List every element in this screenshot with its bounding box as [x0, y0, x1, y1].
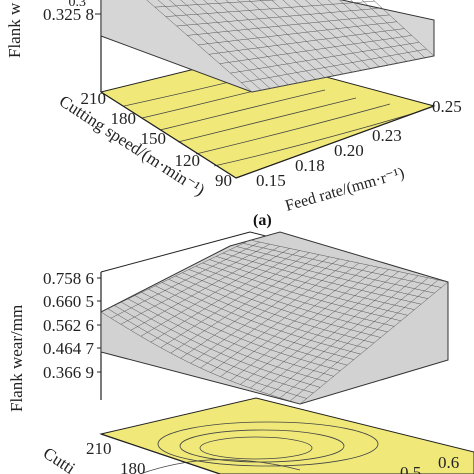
- mesh-line: [219, 35, 412, 64]
- panel-b-z-tick-label: 0.464 7: [43, 339, 95, 358]
- mesh-line: [299, 281, 449, 405]
- mesh-line: [230, 42, 420, 74]
- panel-b-z-ticks: 0.366 9 0.464 7 0.562 6 0.660 5 0.758 6: [43, 269, 95, 382]
- mesh-line: [120, 243, 270, 325]
- mesh-line: [251, 55, 435, 93]
- panel-b-back-edge: [100, 231, 251, 273]
- panel-a-surface-mesh: [146, 0, 435, 93]
- mesh-line: [279, 277, 429, 399]
- mesh-line: [260, 273, 409, 392]
- panel-b: 0.366 9 0.464 7 0.562 6 0.660 5 0.758 6 Flan…: [7, 231, 474, 474]
- panel-a-z-tick-partial: 0.3: [69, 0, 87, 10]
- panel-a-z-tick-label: 0.325 8: [43, 5, 94, 24]
- mesh-line: [176, 7, 383, 27]
- mesh-line: [210, 262, 360, 373]
- mesh-line: [250, 271, 399, 389]
- panel-b-x-tick-label: 210: [86, 439, 112, 458]
- mesh-line: [154, 0, 277, 8]
- mesh-line: [241, 48, 427, 83]
- mesh-line: [110, 241, 261, 319]
- mesh-line: [165, 0, 375, 17]
- mesh-line: [130, 246, 280, 331]
- panel-b-surface-mesh: [100, 239, 449, 405]
- panel-b-y-tick-label: 0.6: [438, 453, 459, 472]
- panel-b-z-axis-label: Flank wear/mm: [7, 305, 26, 412]
- panel-a-label: (a): [253, 212, 272, 229]
- panel-b-z-tick-marks: [97, 277, 101, 373]
- panel-b-contour-lines: [139, 421, 379, 474]
- mesh-line: [220, 265, 369, 377]
- mesh-line: [198, 21, 397, 46]
- panel-a-z-axis-label: Flank w: [5, 2, 24, 58]
- mesh-line: [208, 28, 405, 55]
- mesh-line: [289, 279, 439, 402]
- panel-b-z-tick-label: 0.758 6: [43, 269, 94, 288]
- panel-b-x-tick-label: 180: [120, 459, 146, 474]
- mesh-line: [187, 14, 390, 36]
- mesh-line: [269, 275, 419, 395]
- panel-a-y-tick-label: 0.25: [432, 97, 462, 116]
- panel-a-surface: [100, 0, 435, 93]
- panel-a-x-tick-label: 90: [215, 171, 232, 190]
- panel-b-y-tick-label: 0.5: [400, 463, 421, 474]
- mesh-line: [100, 239, 251, 313]
- panel-a-y-ticks: 0.15 0.18 0.20 0.23 0.25: [256, 97, 462, 190]
- panel-a-y-axis: [235, 105, 435, 179]
- mesh-line: [230, 267, 379, 381]
- panel-a-x-tick-label: 120: [175, 151, 201, 170]
- mesh-line: [160, 252, 310, 348]
- panel-b-z-tick-label: 0.562 6: [43, 316, 94, 335]
- panel-a-y-tick-label: 0.15: [256, 171, 286, 190]
- panel-a-y-tick-label: 0.23: [372, 126, 402, 145]
- panel-a-y-tick-label: 0.20: [334, 141, 364, 160]
- mesh-line: [200, 260, 350, 369]
- mesh-line: [240, 269, 389, 385]
- mesh-line: [170, 254, 320, 354]
- panel-a-y-tick-label: 0.18: [295, 156, 325, 175]
- panel-a-x-axis: [100, 91, 237, 179]
- panel-a-x-tick-label: 150: [141, 129, 167, 148]
- mesh-line: [190, 258, 340, 364]
- panel-b-z-tick-label: 0.660 5: [43, 292, 94, 311]
- panel-b-x-axis-label: Cutti: [40, 443, 79, 474]
- mesh-line: [140, 248, 290, 337]
- panel-b-z-tick-label: 0.366 9: [43, 363, 94, 382]
- mesh-line: [150, 250, 300, 343]
- panel-a-x-tick-label: 180: [111, 109, 137, 128]
- mesh-line: [180, 256, 330, 359]
- panel-b-x-axis: [100, 433, 221, 474]
- panel-a-contour-lines: [123, 73, 419, 167]
- panel-a-x-tick-label: 210: [81, 89, 107, 108]
